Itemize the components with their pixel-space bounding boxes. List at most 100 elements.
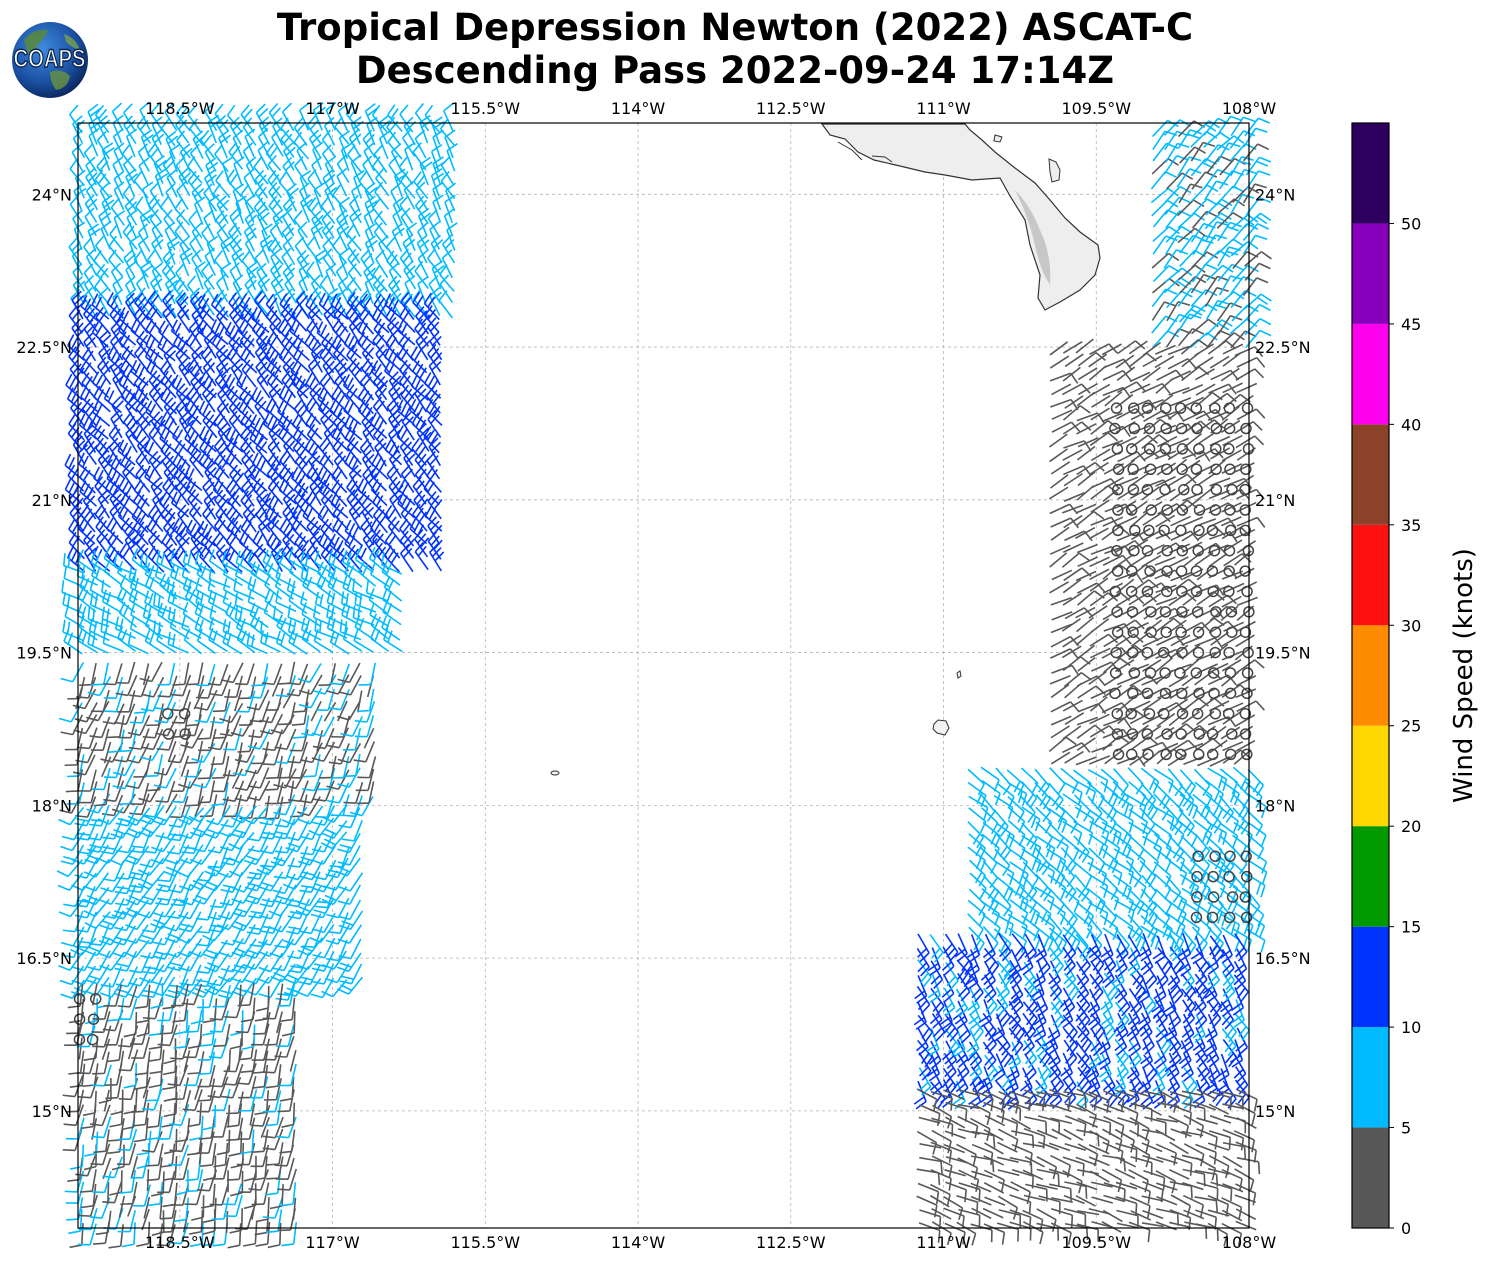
barb-flag <box>335 262 346 273</box>
barb-shaft <box>190 538 204 558</box>
barb-flag <box>398 478 406 491</box>
wind-barb <box>431 260 445 290</box>
barb-shaft <box>261 230 271 252</box>
barb-flag <box>209 605 214 619</box>
barb-flag <box>365 580 369 593</box>
barb-shaft <box>399 257 414 277</box>
barb-flag <box>222 577 228 590</box>
wind-barb <box>262 412 282 439</box>
barb-shaft <box>208 201 217 223</box>
wind-barb <box>296 141 308 171</box>
wind-barb <box>362 155 375 185</box>
barb-shaft <box>266 543 284 560</box>
barb-shaft <box>428 283 441 304</box>
barb-flag <box>400 428 408 441</box>
wind-barb <box>87 103 101 133</box>
wind-barb <box>266 532 284 560</box>
barb-shaft <box>122 231 138 250</box>
wind-barb <box>165 183 178 212</box>
wind-barb <box>96 263 112 292</box>
wind-barb <box>403 260 417 290</box>
wind-barb <box>336 209 349 239</box>
barb-shaft <box>239 541 257 557</box>
barb-shaft <box>229 216 242 236</box>
barb-flag <box>87 198 98 209</box>
barb-shaft <box>101 149 111 171</box>
barb-flag <box>214 322 221 335</box>
barb-flag <box>271 107 282 118</box>
wind-barb <box>325 101 337 131</box>
wind-barb <box>399 543 414 573</box>
barb-shaft <box>439 128 456 147</box>
barb-shaft <box>166 177 178 198</box>
barb-shaft <box>314 754 321 777</box>
wind-barb <box>256 207 270 237</box>
wind-barb <box>446 222 458 251</box>
wind-barb <box>372 264 389 293</box>
barb-flag <box>382 587 388 601</box>
barb-flag <box>253 156 263 168</box>
barb-shaft <box>84 216 97 237</box>
barb-shaft <box>321 139 337 158</box>
barb-shaft <box>412 513 428 532</box>
barb-flag <box>169 816 182 819</box>
barb-flag <box>336 221 348 231</box>
wind-barb <box>108 235 125 264</box>
barb-flag <box>272 117 283 127</box>
wind-barb <box>281 223 295 252</box>
barb-shaft <box>179 255 190 277</box>
barb-flag <box>192 546 203 557</box>
barb-flag <box>260 278 271 288</box>
wind-barb <box>245 156 258 186</box>
barb-shaft <box>425 515 443 532</box>
barb-flag <box>125 168 137 178</box>
wind-barbs <box>56 101 1272 1249</box>
barb-flag <box>63 565 68 579</box>
wind-barb <box>298 262 310 292</box>
barb-shaft <box>400 299 416 318</box>
barb-shaft <box>162 164 177 184</box>
barb-flag <box>264 589 271 602</box>
barb-shaft <box>342 793 350 816</box>
barb-shaft <box>351 190 361 212</box>
barb-flag <box>348 522 356 535</box>
barb-flag <box>350 252 360 264</box>
wind-barb <box>175 263 190 292</box>
barb-flag <box>74 221 86 230</box>
barb-shaft <box>207 122 217 144</box>
barb-shaft <box>160 206 176 225</box>
barb-shaft <box>189 128 205 147</box>
barb-shaft <box>187 180 203 200</box>
barb-shaft <box>139 216 149 238</box>
barb-shaft <box>94 179 110 198</box>
wind-barb <box>337 102 349 132</box>
barb-shaft <box>296 258 310 279</box>
wind-barb <box>232 274 244 304</box>
barb-flag <box>74 119 85 129</box>
barb-shaft <box>278 181 295 200</box>
wind-barb <box>412 142 427 171</box>
barb-shaft <box>324 190 336 211</box>
barb-flag <box>156 748 170 751</box>
barb-shaft <box>332 194 348 213</box>
wind-barb <box>310 274 324 303</box>
barb-shaft <box>253 206 268 226</box>
barb-flag <box>346 577 352 591</box>
barb-flag <box>292 621 297 634</box>
barb-shaft <box>269 230 283 251</box>
wind-barb <box>332 184 348 213</box>
barb-shaft <box>443 110 454 132</box>
barb-shaft <box>350 123 361 145</box>
barb-flag <box>89 108 101 117</box>
barb-flag <box>282 388 290 401</box>
barb-flag <box>214 144 224 155</box>
barb-shaft <box>427 257 442 277</box>
barb-shaft <box>416 242 428 264</box>
barb-flag <box>125 225 135 237</box>
barb-shaft <box>348 137 362 158</box>
barb-shaft <box>113 217 123 239</box>
barb-shaft <box>160 127 176 147</box>
barb-flag <box>331 235 341 247</box>
barb-shaft <box>330 641 350 655</box>
barb-flag <box>444 207 456 217</box>
